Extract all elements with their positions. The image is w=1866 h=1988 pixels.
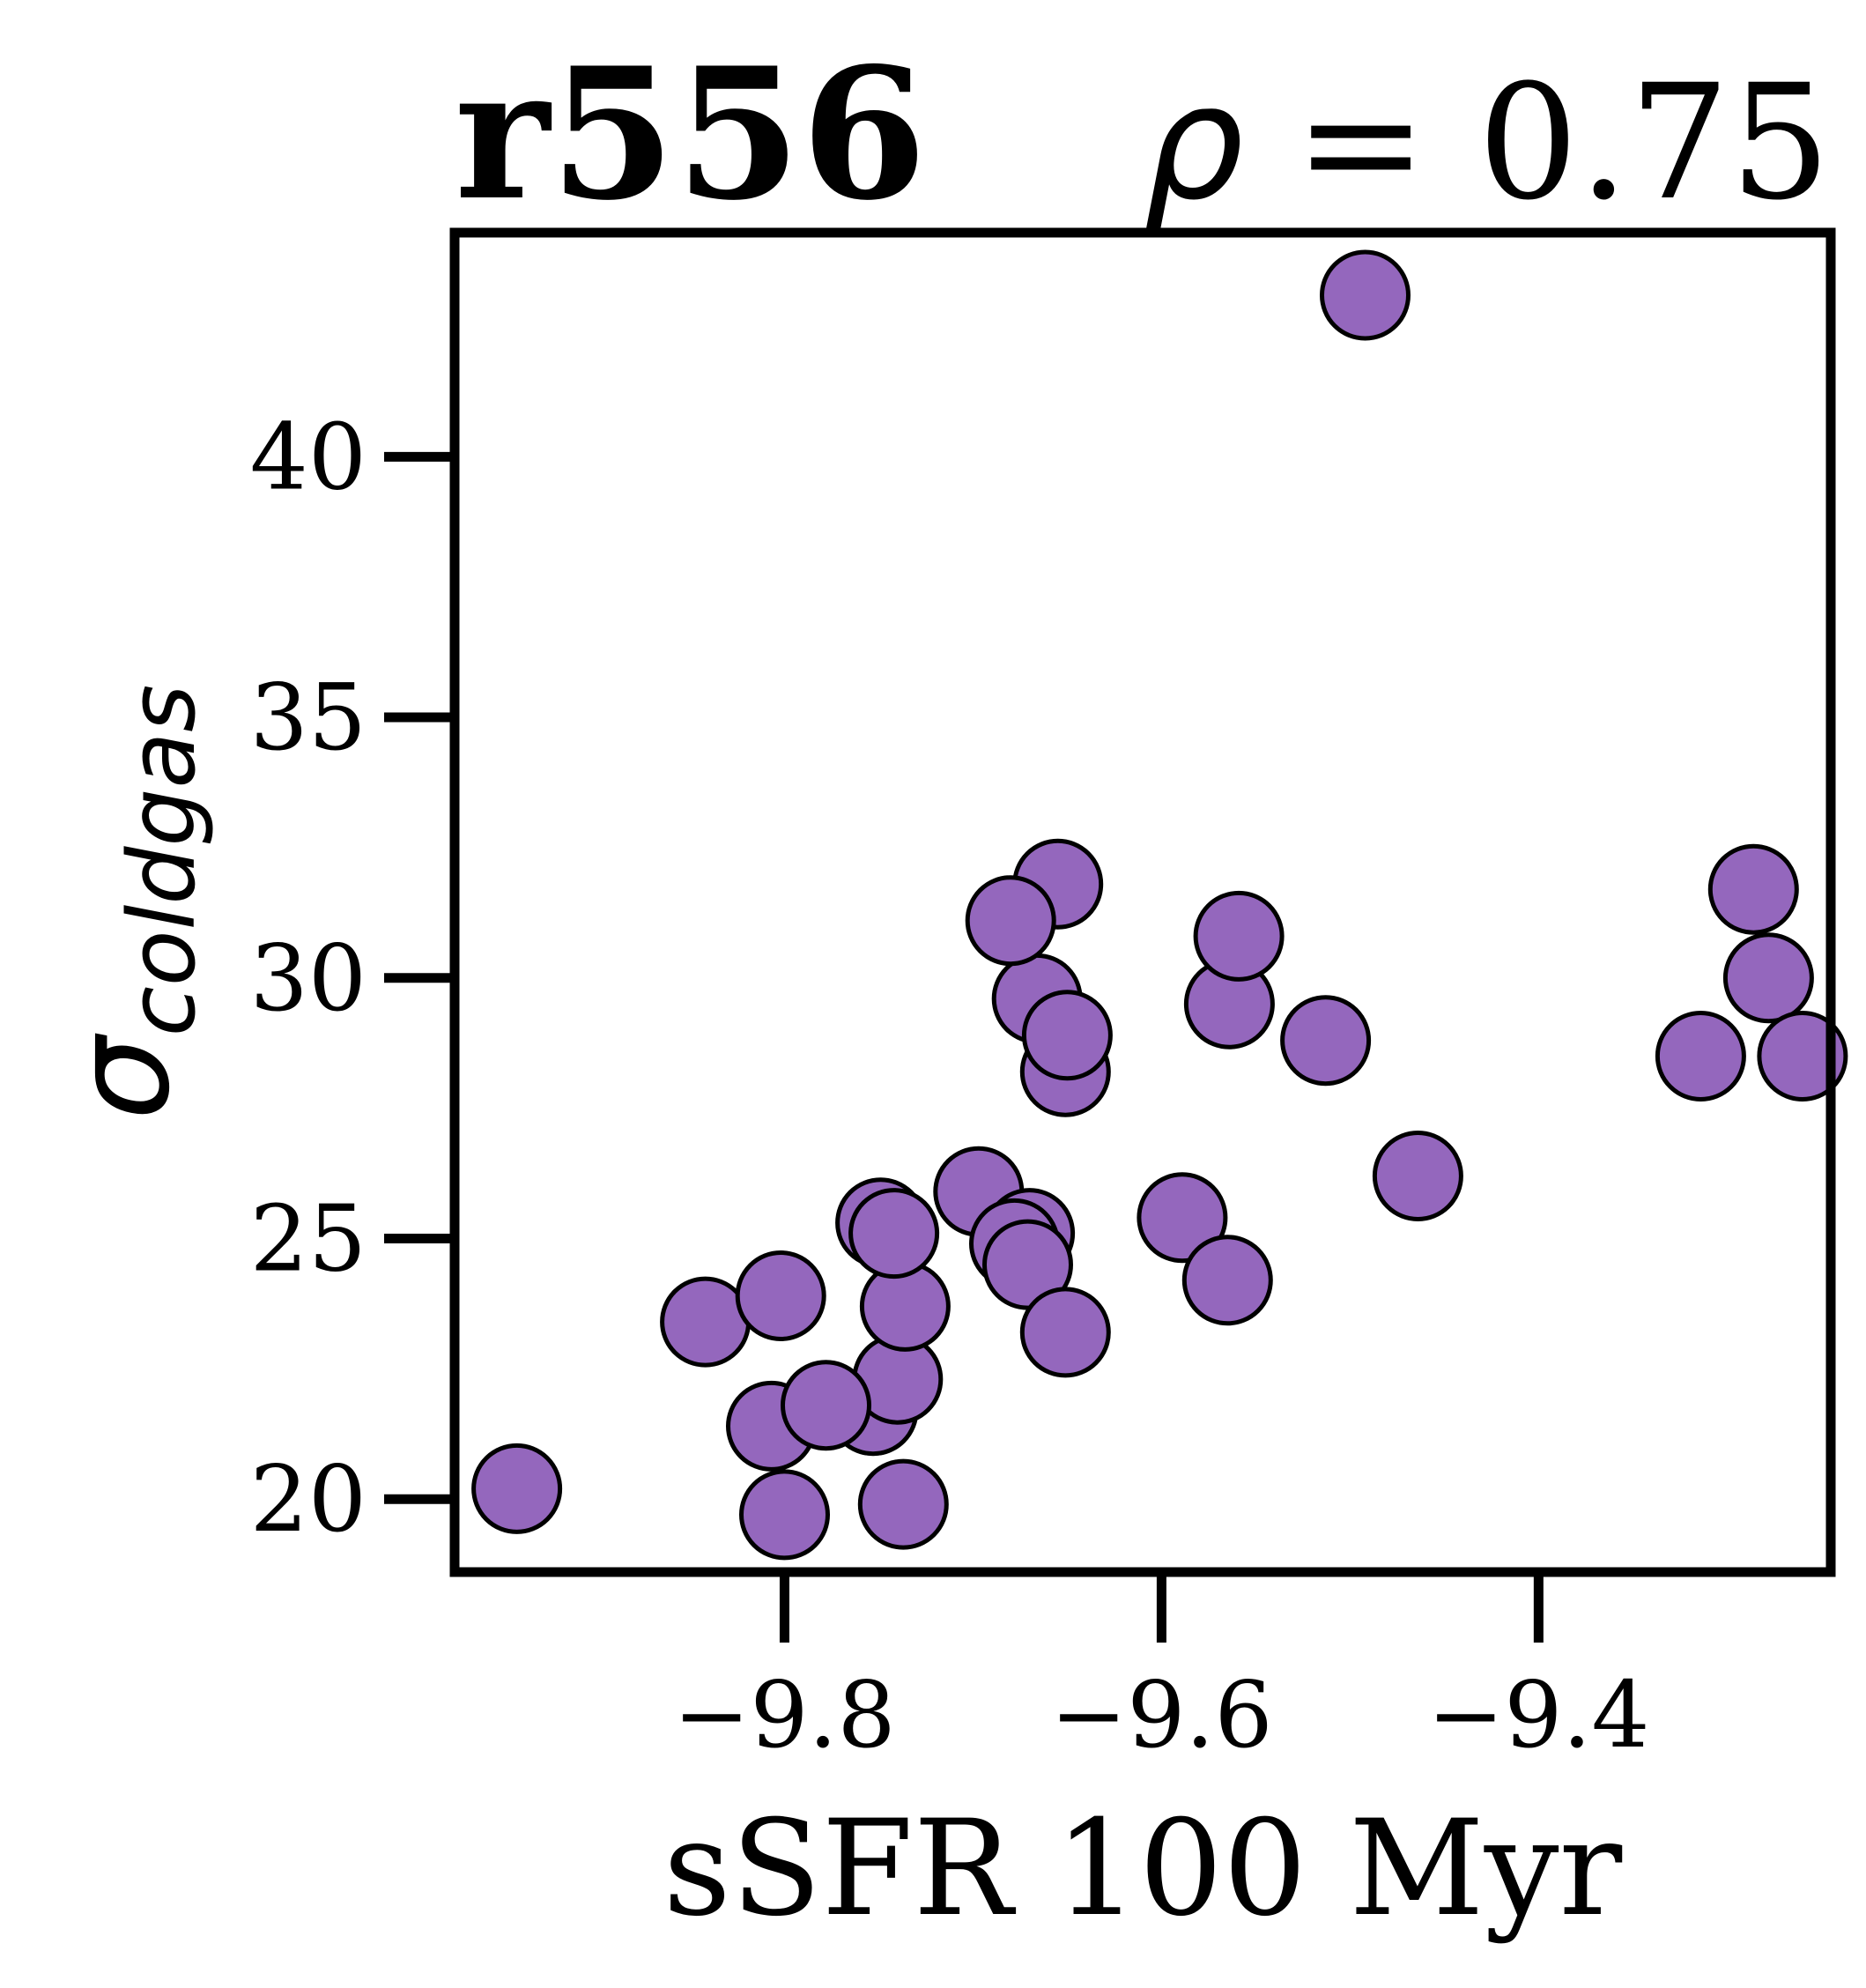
y-tick-label: 25 xyxy=(250,1184,367,1292)
points-layer xyxy=(471,249,1848,1561)
data-point xyxy=(660,1276,752,1368)
y-tick-label: 20 xyxy=(250,1445,367,1553)
data-point xyxy=(1181,1235,1273,1326)
y-tick-label: 40 xyxy=(250,403,367,510)
data-point xyxy=(735,1250,826,1341)
y-tick-label: 30 xyxy=(250,924,367,1032)
data-point xyxy=(1280,995,1372,1087)
x-tick-label: −9.8 xyxy=(673,1661,896,1769)
data-point xyxy=(1372,1131,1463,1221)
plot-frame xyxy=(449,227,1836,1577)
ticks-layer: −9.8 −9.6 −9.4 20 25 30 35 40 xyxy=(250,403,1650,1769)
data-point xyxy=(1320,249,1411,341)
y-tick-label: 35 xyxy=(250,664,367,771)
data-point xyxy=(471,1443,563,1534)
y-axis-label: σcoldgas xyxy=(46,685,216,1121)
x-tick-label: −9.4 xyxy=(1427,1661,1650,1769)
correlation-label: = 0.75 xyxy=(1244,51,1831,235)
data-point xyxy=(1722,932,1814,1024)
data-point xyxy=(1193,890,1285,982)
data-point xyxy=(1707,843,1799,935)
data-point xyxy=(1655,1011,1746,1102)
data-point xyxy=(781,1360,871,1451)
data-point xyxy=(965,875,1056,967)
data-point xyxy=(1021,990,1113,1081)
x-tick-label: −9.6 xyxy=(1050,1661,1273,1769)
x-axis-label: sSFR 100 Myr xyxy=(663,1792,1623,1946)
data-point xyxy=(1019,1287,1111,1378)
chart-title-right: ρ = 0.75 xyxy=(1144,51,1831,235)
data-point xyxy=(1137,1172,1228,1264)
data-point xyxy=(857,1458,949,1550)
data-point xyxy=(848,1188,940,1280)
chart-title-left: r556 xyxy=(455,29,927,241)
data-point xyxy=(739,1469,830,1561)
data-point xyxy=(1757,1011,1848,1102)
